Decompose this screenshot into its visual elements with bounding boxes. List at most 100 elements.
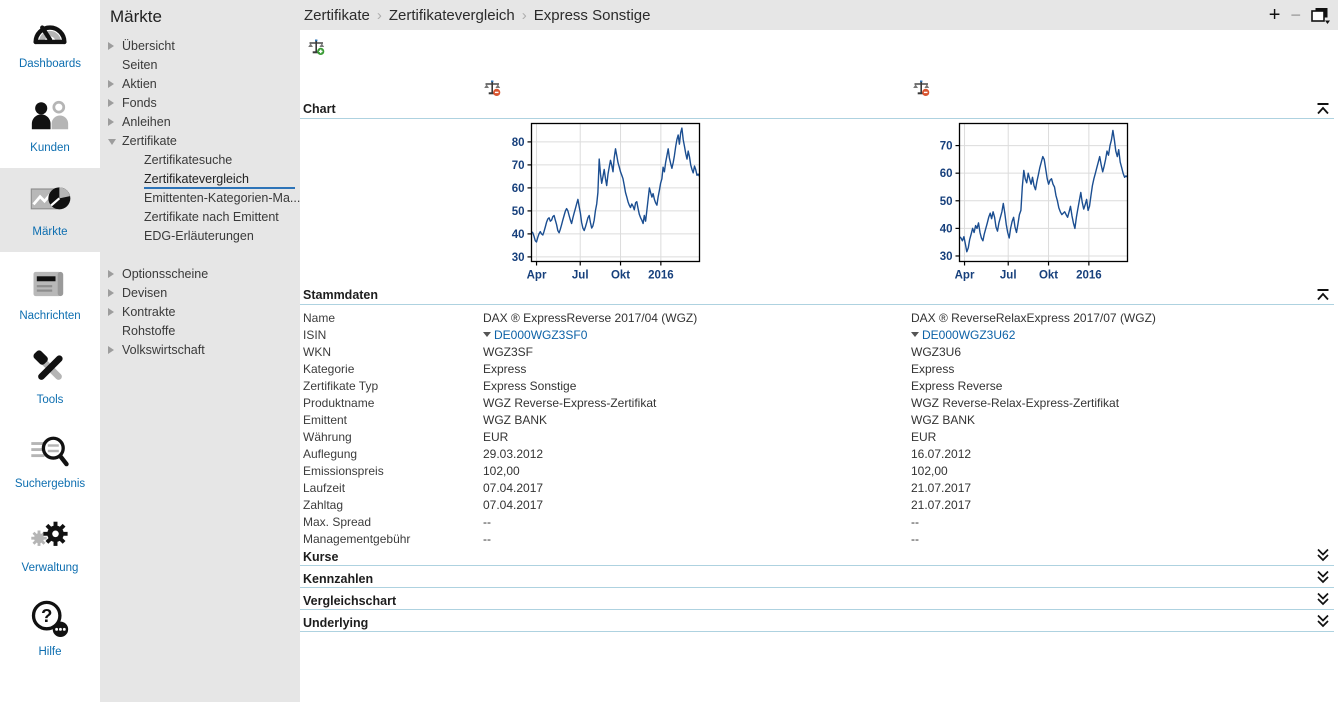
svg-text:60: 60 bbox=[940, 168, 953, 180]
row-value-col1: 07.04.2017 bbox=[483, 481, 544, 495]
rail-item-dashboards[interactable]: Dashboards bbox=[0, 0, 100, 84]
table-row-zahltag: Zahltag 07.04.2017 21.07.2017 bbox=[300, 497, 1334, 514]
menu-item-zertifikate-nach-emittent[interactable]: Zertifikate nach Emittent bbox=[144, 210, 279, 224]
row-value-col1: DAX ® ExpressReverse 2017/04 (WGZ) bbox=[483, 311, 698, 325]
row-value-col2: WGZ Reverse-Relax-Express-Zertifikat bbox=[911, 396, 1120, 410]
rail-item-label: Suchergebnis bbox=[14, 478, 86, 490]
collapse-section-icon[interactable] bbox=[1316, 288, 1330, 301]
chevron-down-icon bbox=[108, 139, 116, 145]
expand-section-icon[interactable] bbox=[1316, 570, 1330, 584]
rail-item-label: Tools bbox=[36, 394, 64, 406]
table-row-name: Name DAX ® ExpressReverse 2017/04 (WGZ) DA… bbox=[300, 310, 1334, 327]
row-value-col1: Express bbox=[483, 362, 527, 376]
breadcrumb-item-express-sonstige[interactable]: Express Sonstige bbox=[533, 6, 651, 24]
collapse-section-icon[interactable] bbox=[1316, 102, 1330, 115]
row-value-col1: 29.03.2012 bbox=[483, 447, 544, 461]
rail-item-verwaltung[interactable]: Verwaltung bbox=[0, 504, 100, 588]
menu-item-label: Zertifikate bbox=[122, 134, 177, 148]
rail-item-label: Verwaltung bbox=[21, 562, 79, 574]
chevron-down-icon[interactable] bbox=[483, 332, 491, 337]
section-divider bbox=[300, 609, 1334, 610]
svg-text:Apr: Apr bbox=[955, 270, 975, 282]
menu-item-edg-erläuterungen[interactable]: EDG-Erläuterungen bbox=[144, 229, 254, 243]
table-row-zertifikate-typ: Zertifikate Typ Express Sonstige Express R… bbox=[300, 378, 1334, 395]
section-divider bbox=[300, 587, 1334, 588]
row-value-col2: 21.07.2017 bbox=[911, 481, 972, 495]
row-value-col2: DE000WGZ3U62 bbox=[911, 327, 1015, 344]
menu-item-volkswirtschaft[interactable]: Volkswirtschaft bbox=[100, 341, 300, 360]
expand-section-icon[interactable] bbox=[1316, 548, 1330, 562]
rail-item-nachrichten[interactable]: Nachrichten bbox=[0, 252, 100, 336]
section-title: Kennzahlen bbox=[303, 572, 374, 586]
svg-text:80: 80 bbox=[512, 137, 525, 149]
svg-text:Jul: Jul bbox=[572, 270, 589, 282]
menu-item-zertifikatesuche[interactable]: Zertifikatesuche bbox=[144, 153, 233, 167]
row-value-col1: 102,00 bbox=[483, 464, 520, 478]
breadcrumb-item-zertifikatevergleich[interactable]: Zertifikatevergleich bbox=[388, 6, 515, 24]
breadcrumb-item-zertifikate[interactable]: Zertifikate bbox=[304, 6, 370, 24]
menu-item-optionsscheine[interactable]: Optionsscheine bbox=[100, 265, 300, 284]
table-row-auflegung: Auflegung 29.03.2012 16.07.2012 bbox=[300, 446, 1334, 463]
column1-remove-compare-button[interactable] bbox=[484, 80, 501, 101]
menu-item-zertifikate[interactable]: Zertifikate bbox=[100, 132, 300, 151]
compare-add-button[interactable] bbox=[308, 39, 325, 60]
menu-item-kontrakte[interactable]: Kontrakte bbox=[100, 303, 300, 322]
menu-item-zertifikatevergleich[interactable]: Zertifikatevergleich bbox=[144, 170, 295, 189]
window-layout-icon[interactable] bbox=[1311, 7, 1330, 24]
row-label: Emittent bbox=[303, 413, 348, 427]
svg-text:Okt: Okt bbox=[1039, 270, 1058, 282]
menu-item-label: Optionsscheine bbox=[122, 267, 209, 281]
row-value-col1: Express Sonstige bbox=[483, 379, 577, 393]
menu-item-label: Volkswirtschaft bbox=[122, 343, 205, 357]
topbar: Zertifikate › Zertifikatevergleich › Express… bbox=[300, 0, 1338, 30]
menu-item-übersicht[interactable]: Übersicht bbox=[100, 37, 300, 56]
row-value-col1: EUR bbox=[483, 430, 509, 444]
svg-text:30: 30 bbox=[940, 251, 953, 263]
add-window-button[interactable]: + bbox=[1268, 4, 1281, 26]
expand-section-icon[interactable] bbox=[1316, 614, 1330, 628]
rail-item-suchergebnis[interactable]: Suchergebnis bbox=[0, 420, 100, 504]
chart-section-divider bbox=[300, 118, 1334, 119]
menu-item-devisen[interactable]: Devisen bbox=[100, 284, 300, 303]
svg-text:30: 30 bbox=[512, 252, 525, 264]
isin-link[interactable]: DE000WGZ3U62 bbox=[922, 328, 1016, 342]
menu-item-emittenten-kategorien-ma[interactable]: Emittenten-Kategorien-Ma... bbox=[144, 191, 301, 205]
section-title: Underlying bbox=[303, 616, 369, 630]
menu-item-fonds[interactable]: Fonds bbox=[100, 94, 300, 113]
rail-item-hilfe[interactable]: ? Hilfe bbox=[0, 588, 100, 672]
menu-item-seiten[interactable]: Seiten bbox=[100, 56, 300, 75]
expand-section-icon[interactable] bbox=[1316, 592, 1330, 606]
svg-text:Apr: Apr bbox=[527, 270, 547, 282]
table-row-laufzeit: Laufzeit 07.04.2017 21.07.2017 bbox=[300, 480, 1334, 497]
stammdaten-section-divider bbox=[300, 304, 1334, 305]
chevron-right-icon bbox=[108, 118, 114, 126]
menu-item-aktien[interactable]: Aktien bbox=[100, 75, 300, 94]
row-value-col1: WGZ3SF bbox=[483, 345, 533, 359]
tools-icon bbox=[28, 346, 72, 390]
row-value-col1: 07.04.2017 bbox=[483, 498, 544, 512]
isin-link[interactable]: DE000WGZ3SF0 bbox=[494, 328, 588, 342]
column2-remove-compare-button[interactable] bbox=[913, 80, 930, 101]
row-value-col2: 21.07.2017 bbox=[911, 498, 972, 512]
rail-item-kunden[interactable]: Kunden bbox=[0, 84, 100, 168]
table-row-wkn: WKN WGZ3SF WGZ3U6 bbox=[300, 344, 1334, 361]
menu-item-rohstoffe[interactable]: Rohstoffe bbox=[100, 322, 300, 341]
row-label: Produktname bbox=[303, 396, 375, 410]
breadcrumb-separator: › bbox=[521, 6, 527, 24]
chart-instrument-2: 30 40 50 60 70 Apr Jul Okt 2016 bbox=[928, 120, 1160, 293]
row-label: WKN bbox=[303, 345, 331, 359]
menu-item-label: Devisen bbox=[122, 286, 168, 300]
row-label: Managementgebühr bbox=[303, 532, 411, 546]
chevron-down-icon[interactable] bbox=[911, 332, 919, 337]
table-row-emittent: Emittent WGZ BANK WGZ BANK bbox=[300, 412, 1334, 429]
menu-item-anleihen[interactable]: Anleihen bbox=[100, 113, 300, 132]
rail-item-märkte[interactable]: Märkte bbox=[0, 168, 100, 252]
minimize-button[interactable]: − bbox=[1290, 5, 1301, 25]
stammdaten-section-title: Stammdaten bbox=[303, 288, 379, 302]
row-value-col1: -- bbox=[483, 532, 491, 546]
rail-item-tools[interactable]: Tools bbox=[0, 336, 100, 420]
svg-text:2016: 2016 bbox=[648, 270, 674, 282]
svg-text:70: 70 bbox=[940, 141, 953, 153]
markets-icon bbox=[28, 178, 72, 222]
